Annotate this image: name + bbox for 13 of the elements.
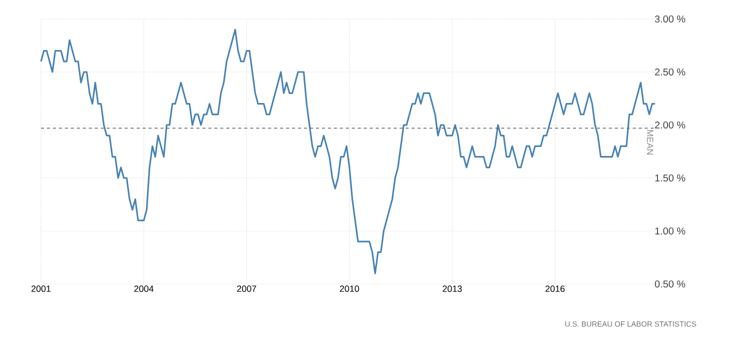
y-tick-label: 1.50 % [655,174,686,182]
x-tick-label: 2001 [31,286,51,292]
y-tick-label: 1.00 % [655,227,686,235]
y-tick-label: 3.00 % [654,15,686,23]
y-tick-label: 0.50 % [654,280,686,288]
y-tick-label: 2.50 % [655,68,686,76]
x-tick-label: 2016 [546,286,565,292]
x-tick-label: 2004 [134,286,154,292]
x-tick-label: 2010 [340,286,360,292]
y-tick-label: 2.00 % [655,121,686,129]
x-tick-label: 2007 [237,286,256,292]
ref-line-label: MEAN [646,130,654,155]
x-tick-label: 2013 [442,286,462,292]
